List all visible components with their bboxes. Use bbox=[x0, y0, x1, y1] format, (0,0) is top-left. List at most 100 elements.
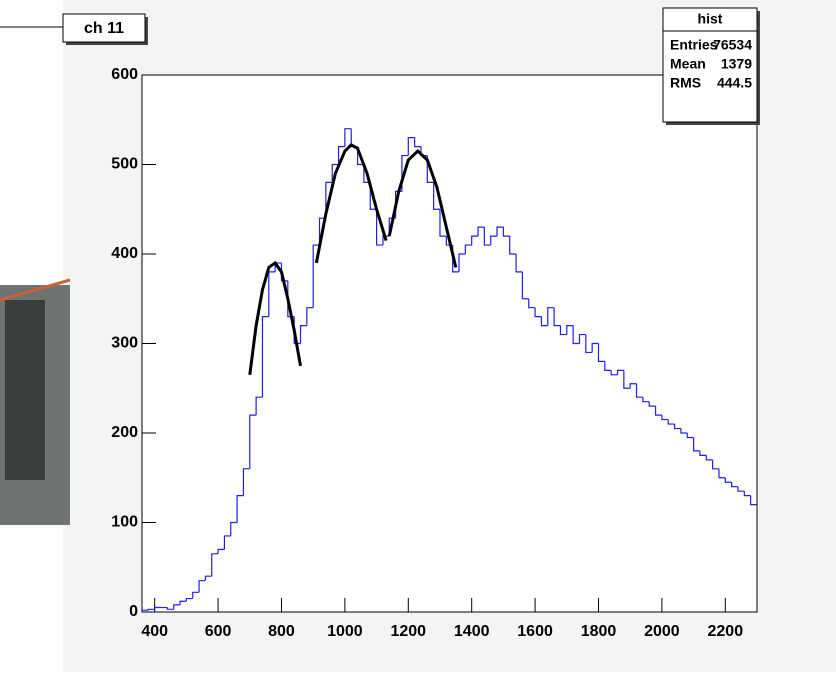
histogram-bin bbox=[280, 262, 288, 282]
x-tick-label: 1400 bbox=[454, 623, 490, 640]
histogram-bin bbox=[198, 580, 206, 593]
histogram-bin bbox=[141, 609, 149, 612]
title-box bbox=[62, 13, 146, 43]
histogram-bin bbox=[261, 316, 269, 398]
histogram-bin bbox=[534, 307, 542, 318]
fit-curve bbox=[387, 149, 458, 268]
histogram-bin bbox=[464, 244, 472, 254]
histogram-bin bbox=[686, 433, 694, 439]
fit-curve bbox=[248, 260, 302, 376]
x-tick-label: 1000 bbox=[327, 623, 363, 640]
histogram-bin bbox=[572, 325, 580, 345]
histogram-bin bbox=[667, 419, 675, 425]
histogram-bin bbox=[483, 227, 491, 246]
histogram-bin bbox=[331, 163, 339, 183]
histogram-bin bbox=[185, 597, 193, 602]
histogram-bin bbox=[192, 591, 200, 599]
histogram-bin bbox=[635, 383, 643, 398]
histogram-bin bbox=[230, 521, 238, 536]
histogram-bin bbox=[496, 226, 504, 237]
histogram-bin bbox=[369, 182, 377, 210]
histogram-bin bbox=[648, 401, 656, 407]
y-tick-label: 0 bbox=[129, 603, 138, 620]
histogram-bin bbox=[312, 244, 320, 308]
x-tick-label: 2000 bbox=[644, 623, 680, 640]
histogram-bin bbox=[414, 137, 421, 148]
histogram-bin bbox=[673, 424, 681, 430]
histogram-bin bbox=[179, 600, 187, 605]
histogram-bin bbox=[439, 209, 447, 237]
y-tick-label: 600 bbox=[111, 66, 138, 83]
stats-title: hist bbox=[698, 11, 723, 27]
histogram-bin bbox=[724, 477, 732, 483]
histogram-bin bbox=[490, 235, 498, 246]
histogram-bin bbox=[591, 342, 599, 353]
histogram-bin bbox=[692, 437, 700, 452]
x-tick-label: 1200 bbox=[390, 623, 426, 640]
histogram-bin bbox=[578, 333, 586, 344]
y-tick-label: 300 bbox=[111, 335, 138, 352]
histogram-bin bbox=[680, 428, 688, 434]
x-tick-label: 2200 bbox=[708, 623, 744, 640]
histogram-bin bbox=[306, 307, 314, 326]
histogram-bin bbox=[242, 468, 250, 496]
histogram-bin bbox=[731, 482, 738, 488]
histogram-bin bbox=[375, 209, 383, 246]
stats-value: 444.5 bbox=[717, 75, 752, 91]
histogram-bin bbox=[585, 334, 593, 354]
histogram-bin bbox=[528, 298, 536, 309]
histogram-bin bbox=[642, 397, 650, 403]
x-tick-label: 1800 bbox=[581, 623, 617, 640]
histogram-bin bbox=[566, 325, 574, 335]
fit-curve bbox=[314, 142, 388, 264]
stats-label: RMS bbox=[670, 75, 701, 91]
y-tick-label: 200 bbox=[111, 424, 138, 441]
y-tick-label: 400 bbox=[111, 245, 138, 262]
y-tick-label: 100 bbox=[111, 514, 138, 531]
histogram-bin bbox=[737, 486, 745, 492]
histogram-bin bbox=[623, 370, 631, 389]
histogram-bin bbox=[325, 181, 333, 219]
histogram-bin bbox=[255, 396, 263, 416]
histogram-bin bbox=[629, 383, 637, 389]
histogram-bin bbox=[217, 548, 225, 554]
histogram-bin bbox=[509, 236, 517, 255]
histogram-bin bbox=[458, 253, 466, 272]
histogram-bin bbox=[705, 455, 713, 461]
histogram-bin bbox=[299, 325, 307, 344]
histogram-bin bbox=[540, 316, 548, 327]
histogram-bin bbox=[211, 553, 219, 577]
x-tick-label: 800 bbox=[268, 623, 295, 640]
stats-box bbox=[662, 7, 758, 123]
photo-detail bbox=[5, 300, 45, 480]
histogram-bin bbox=[236, 495, 244, 523]
stats-value: 76534 bbox=[713, 37, 752, 53]
histogram-bin bbox=[154, 606, 162, 610]
histogram-bin bbox=[521, 271, 529, 300]
histogram-bin bbox=[654, 406, 662, 416]
histogram-bin bbox=[547, 307, 555, 326]
histogram-bin bbox=[712, 459, 719, 470]
histogram-bin bbox=[344, 128, 352, 147]
x-tick-label: 600 bbox=[205, 623, 232, 640]
histogram-bin bbox=[147, 608, 155, 611]
histogram-bin bbox=[515, 254, 523, 273]
histogram-bin bbox=[337, 146, 345, 165]
stats-label: Entries bbox=[670, 37, 718, 53]
histogram-bin bbox=[553, 307, 561, 327]
stats-label: Mean bbox=[670, 56, 706, 72]
histogram-bin bbox=[407, 137, 415, 156]
x-tick-label: 1600 bbox=[517, 623, 553, 640]
histogram-bin bbox=[382, 235, 390, 246]
plot-frame bbox=[141, 74, 758, 613]
y-tick-label: 500 bbox=[111, 156, 138, 173]
histogram-bin bbox=[718, 468, 726, 479]
histogram-bin bbox=[699, 450, 707, 456]
histogram-bin bbox=[750, 495, 757, 506]
histogram-bin bbox=[223, 535, 231, 550]
photo-wire bbox=[0, 278, 71, 302]
histogram-bin bbox=[616, 369, 624, 375]
histogram-bin bbox=[173, 604, 181, 610]
histogram-bin bbox=[502, 227, 510, 237]
